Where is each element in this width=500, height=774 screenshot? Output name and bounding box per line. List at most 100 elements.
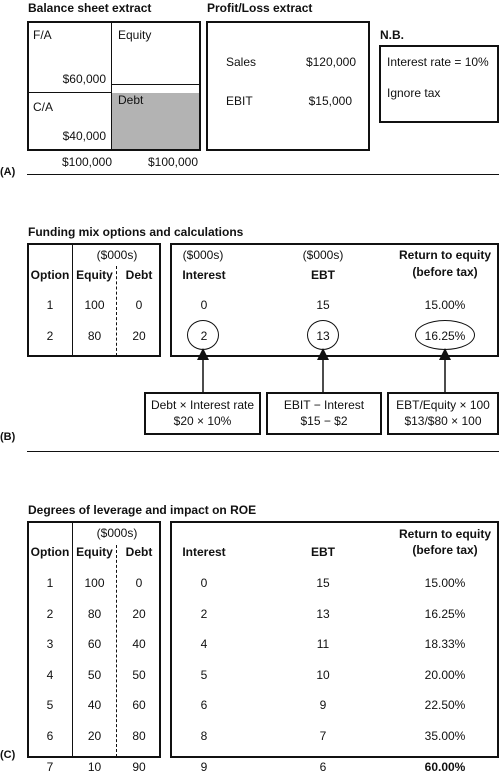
header-roe-line2: (before tax) [412,265,478,279]
c-header-debt: Debt [125,545,153,559]
b-row2-debt: 20 [132,329,146,343]
section-a-rule [27,174,499,175]
c-row-ebt: 7 [319,729,327,743]
c-row-interest: 4 [200,637,208,652]
b-row2-ebt: 13 [316,329,330,343]
total-liabilities: $100,000 [147,155,199,169]
c-row-debt: 40 [132,637,146,652]
c-row-ebt: 9 [319,698,327,713]
unit-ebt: ($000s) [302,248,344,262]
c-row-interest: 6 [200,698,208,713]
interest-formula-line2: $20 × 10% [173,414,232,428]
b-row1-option: 1 [46,298,54,312]
leverage-options-box [27,521,161,758]
ca-label: C/A [33,100,54,114]
roe-formula-line2: $13/$80 × 100 [404,414,482,428]
c-header-option: Option [30,545,70,559]
header-ebt: EBT [311,268,335,282]
calculations-box [170,243,499,357]
c-row-equity: 100 [84,576,105,590]
c-row-roe: 16.25% [424,606,466,621]
balance-sheet-title: Balance sheet extract [28,1,152,15]
c-row-debt: 80 [132,729,146,743]
c-header-equity: Equity [76,545,113,559]
ebt-formula-line1: EBIT − Interest [283,398,365,412]
c-row-debt: 0 [135,576,143,590]
fa-value: $60,000 [62,72,106,86]
debt-shaded-area [112,93,200,150]
header-equity: Equity [76,268,113,282]
c-row-option: 6 [46,729,54,743]
c-row-equity: 40 [87,698,102,713]
c-row-option: 1 [46,576,54,590]
funding-options-box [27,243,161,357]
c-row-interest: 0 [200,576,208,590]
c-header-roe-line2: (before tax) [412,543,478,557]
unit-left: ($000s) [96,248,138,262]
nb-line1: Interest rate = 10% [387,55,489,69]
profit-loss-box [206,21,370,151]
header-debt: Debt [125,268,153,282]
b-row1-roe: 15.00% [424,298,466,312]
c-row-ebt: 6 [319,759,327,774]
unit-interest: ($000s) [182,248,224,262]
c-row-interest: 2 [200,606,208,621]
c-row-interest: 5 [200,667,208,682]
c-row-option: 7 [46,759,54,774]
nb-box [379,45,499,123]
c-row-ebt: 11 [316,637,330,652]
interest-formula-box [144,392,261,435]
c-row-roe: 18.33% [424,637,466,652]
c-header-roe-line1: Return to equity [399,527,491,541]
c-row-option: 3 [46,637,54,652]
b-row1-equity: 100 [84,298,105,312]
balance-sheet-box [27,21,201,151]
option-column-divider [72,244,73,356]
section-c-label: (C) [0,749,16,761]
section-c-title: Degrees of leverage and impact on ROE [28,503,257,517]
nb-line2: Ignore tax [387,86,441,100]
c-equity-debt-dashed-divider [116,545,117,757]
c-unit-left: ($000s) [96,526,138,540]
liabilities-divider [111,84,200,85]
c-row-option: 5 [46,698,54,713]
ebit-value: $15,000 [308,94,352,108]
c-row-debt: 60 [132,698,146,713]
b-row2-option: 2 [46,329,54,343]
c-row-debt: 20 [132,606,146,621]
c-header-interest: Interest [182,545,226,559]
c-row-roe: 22.50% [424,698,466,713]
nb-title: N.B. [380,28,404,42]
c-row-roe: 60.00% [424,759,466,774]
c-row-equity: 50 [87,667,102,682]
roe-formula-box [387,392,499,435]
c-row-interest: 9 [200,759,208,774]
b-row2-roe: 16.25% [424,329,466,343]
c-option-column-divider [72,522,73,757]
ebit-label: EBIT [226,94,253,108]
balance-divider [111,22,112,150]
fa-label: F/A [33,28,52,42]
roe-formula-line1: EBT/Equity × 100 [396,398,490,412]
profit-loss-title: Profit/Loss extract [207,1,313,15]
c-row-option: 4 [46,667,54,682]
sales-value: $120,000 [305,55,356,69]
b-row2-equity: 80 [87,329,102,343]
b-row1-ebt: 15 [316,298,330,312]
total-assets: $100,000 [61,155,113,169]
section-b-label: (B) [0,431,16,443]
c-row-ebt: 15 [316,576,330,590]
section-b-title: Funding mix options and calculations [28,225,244,239]
leverage-results-box [170,521,499,758]
header-option: Option [30,268,70,282]
c-row-ebt: 10 [316,667,330,682]
sales-label: Sales [226,55,257,69]
debt-label: Debt [118,93,144,107]
ca-value: $40,000 [62,129,106,143]
b-row1-interest: 0 [200,298,208,312]
ebt-formula-line2: $15 − $2 [300,414,348,428]
c-row-equity: 10 [87,759,102,774]
equity-debt-dashed-divider [116,266,117,356]
interest-formula-line1: Debt × Interest rate [150,398,255,412]
